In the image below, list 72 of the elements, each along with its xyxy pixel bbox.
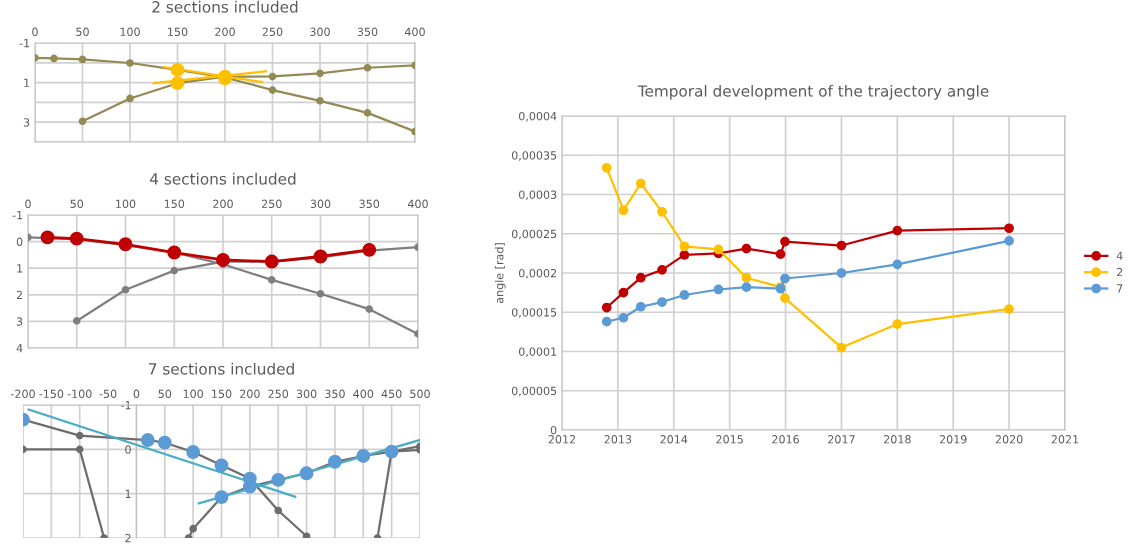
x-tick-label: 50 — [158, 389, 172, 398]
y-tick-label: 0 — [16, 237, 23, 246]
x-tick-label: 250 — [262, 27, 283, 36]
x-tick-label: 2014 — [660, 435, 688, 444]
x-tick-label: 100 — [120, 27, 140, 36]
y-tick-label: 0 — [550, 425, 557, 435]
y-tick-label: 0 — [125, 445, 131, 454]
y-tick-label: -1 — [19, 39, 30, 48]
y-tick-label: 0,00015 — [511, 308, 557, 318]
x-tick-label: 400 — [353, 389, 374, 398]
y-tick-label: 2 — [125, 533, 131, 543]
x-tick-label: 2018 — [884, 435, 911, 444]
y-axis-title: angle [rad] — [494, 243, 506, 304]
chart-title: 4 sections included — [150, 172, 296, 185]
x-tick-label: 0 — [133, 389, 140, 398]
y-tick-label: 0,00025 — [511, 229, 557, 240]
x-tick-label: 2016 — [772, 435, 799, 444]
x-tick-label: 2015 — [716, 435, 743, 444]
x-tick-label: -100 — [67, 389, 92, 398]
y-tick-label: 2 — [16, 290, 23, 300]
x-tick-label: 2021 — [1051, 435, 1079, 444]
x-tick-label: -150 — [39, 389, 64, 398]
legend-label: 7 — [1117, 284, 1123, 293]
y-tick-label: 3 — [16, 317, 23, 326]
x-tick-label: 300 — [296, 389, 317, 398]
y-tick-label: 0,0003 — [518, 190, 557, 201]
x-tick-label: 350 — [357, 27, 378, 36]
x-tick-label: 400 — [407, 199, 428, 208]
y-tick-label: 1 — [24, 78, 30, 87]
x-tick-label: 100 — [183, 389, 204, 398]
chart-title: Temporal development of the trajectory angle — [637, 84, 989, 100]
x-tick-label: 2020 — [995, 435, 1023, 444]
y-tick-label: 0,0001 — [518, 347, 557, 358]
y-tick-label: -1 — [121, 401, 131, 410]
x-tick-label: 250 — [268, 389, 289, 398]
y-tick-label: 4 — [16, 344, 23, 353]
x-tick-label: 250 — [261, 199, 282, 208]
x-tick-label: 50 — [76, 27, 89, 36]
x-tick-label: 200 — [213, 199, 233, 208]
x-tick-label: 0 — [32, 27, 38, 36]
y-tick-label: 3 — [23, 118, 30, 127]
y-tick-label: 1 — [125, 489, 131, 498]
chart-title: 7 sections included — [149, 362, 294, 375]
x-tick-label: -200 — [10, 389, 35, 398]
x-tick-label: 2019 — [939, 435, 967, 444]
x-tick-label: 2012 — [548, 435, 576, 444]
x-tick-label: 300 — [310, 27, 330, 36]
x-tick-label: 150 — [212, 389, 232, 398]
x-tick-label: 150 — [168, 27, 188, 36]
x-tick-label: -50 — [99, 389, 117, 398]
x-tick-label: 300 — [310, 199, 331, 208]
x-tick-label: 350 — [325, 389, 345, 398]
x-tick-label: 400 — [404, 27, 425, 36]
legend-label: 4 — [1116, 251, 1123, 260]
y-tick-label: -1 — [12, 211, 23, 220]
x-tick-label: 500 — [410, 389, 430, 398]
x-tick-label: 200 — [240, 389, 260, 398]
y-tick-label: 0,0004 — [518, 111, 557, 122]
x-tick-label: 2013 — [604, 435, 632, 444]
y-tick-label: 0,00035 — [511, 151, 557, 161]
y-tick-label: 0,0002 — [518, 268, 557, 279]
x-tick-label: 100 — [116, 199, 136, 208]
legend-label: 2 — [1116, 267, 1123, 277]
x-tick-label: 150 — [164, 199, 185, 208]
x-tick-label: 50 — [70, 199, 84, 208]
y-tick-label: 1 — [17, 264, 23, 273]
x-tick-label: 450 — [381, 389, 402, 398]
y-tick-label: 0,00005 — [511, 386, 557, 397]
x-tick-label: 350 — [359, 199, 380, 208]
x-tick-label: 200 — [215, 27, 235, 36]
x-tick-label: 2017 — [828, 435, 855, 444]
chart-title: 2 sections included — [152, 0, 298, 13]
